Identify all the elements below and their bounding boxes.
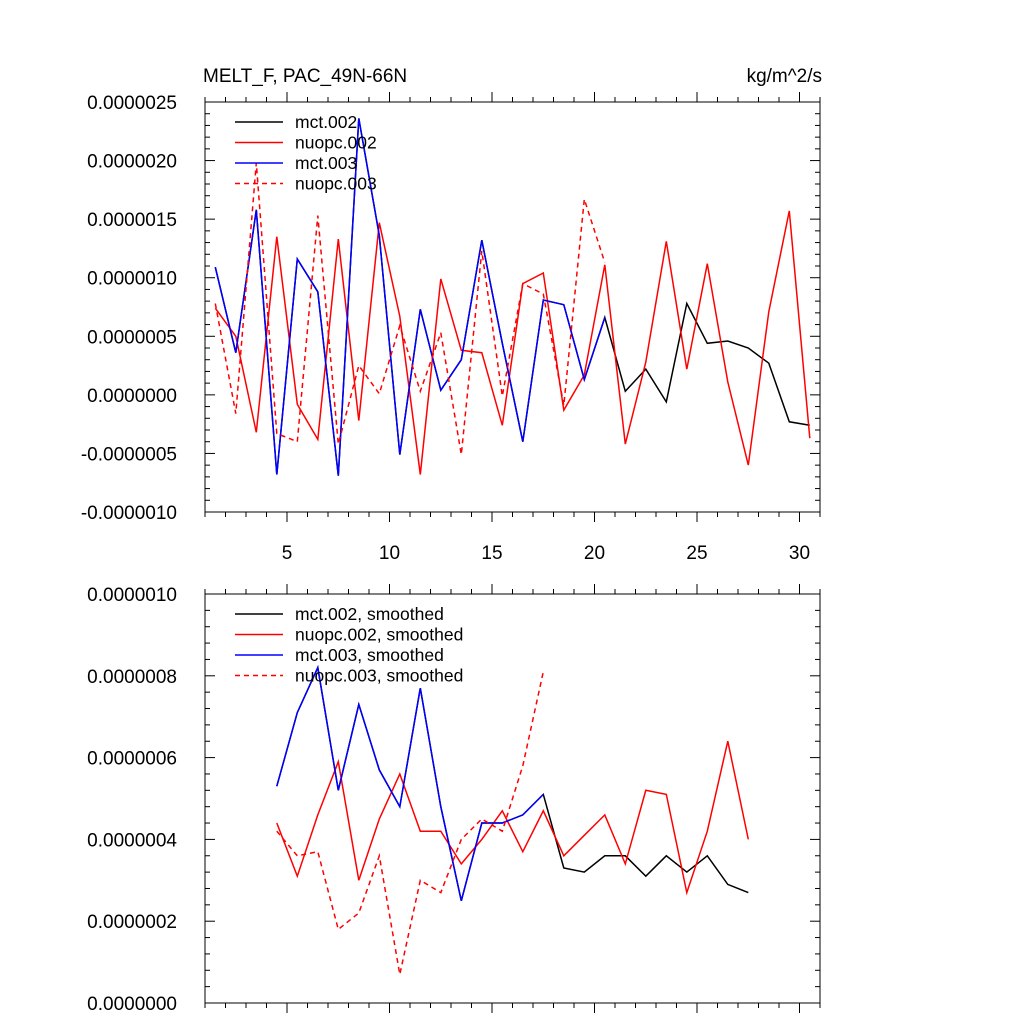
series-line-mct-003-smoothed: [276, 665, 544, 901]
chart-units: kg/m^2/s: [747, 66, 822, 87]
x-tick-label: 10: [379, 543, 400, 564]
x-tick-label: 25: [686, 543, 707, 564]
series-line-nuopc-003-smoothed: [276, 671, 545, 975]
y-tick-label: 0.0000000: [87, 994, 177, 1015]
y-tick-label: 0.0000005: [87, 327, 177, 348]
legend-label: nuopc.003: [295, 174, 377, 194]
x-tick-label: 5: [282, 543, 293, 564]
series-line-nuopc-003: [214, 162, 606, 455]
y-tick-label: 0.0000004: [87, 830, 177, 851]
y-tick-label: 0.0000006: [87, 749, 177, 770]
x-tick-label: 30: [789, 543, 810, 564]
legend-label: mct.002: [295, 112, 357, 132]
y-tick-label: -0.0000005: [81, 444, 177, 465]
legend-label: mct.003: [295, 153, 357, 173]
series-line-mct-002-smoothed: [276, 665, 749, 901]
y-tick-label: 0.0000000: [87, 386, 177, 407]
legend-label: mct.002, smoothed: [295, 604, 444, 624]
legend-label: nuopc.002, smoothed: [295, 625, 463, 645]
y-tick-label: 0.0000020: [87, 152, 177, 173]
legend-label: nuopc.003, smoothed: [295, 666, 463, 686]
y-tick-label: 0.0000010: [87, 585, 177, 606]
series-line-nuopc-002: [214, 210, 811, 475]
chart-title: MELT_F, PAC_49N-66N: [203, 66, 407, 87]
top-panel: 5 10 15 20 25 30 -0.0000010 -0.0000005 0.0000000…: [81, 92, 821, 564]
legend-label: nuopc.002: [295, 133, 377, 153]
y-tick-label: 0.0000002: [87, 912, 177, 933]
y-tick-label: -0.0000010: [81, 503, 177, 524]
y-tick-label: 0.0000010: [87, 269, 177, 290]
legend-label: mct.003, smoothed: [295, 645, 444, 665]
y-tick-label: 0.0000025: [87, 93, 177, 114]
y-tick-label: 0.0000015: [87, 210, 177, 231]
y-tick-label: 0.0000008: [87, 667, 177, 688]
x-tick-label: 15: [481, 543, 502, 564]
series-line-nuopc-002-smoothed: [276, 741, 750, 896]
x-tick-label: 20: [584, 543, 605, 564]
series-line-mct-003: [214, 118, 606, 476]
bottom-panel: 0.0000000 0.0000002 0.0000004 0.0000006 0.00…: [87, 584, 821, 1015]
